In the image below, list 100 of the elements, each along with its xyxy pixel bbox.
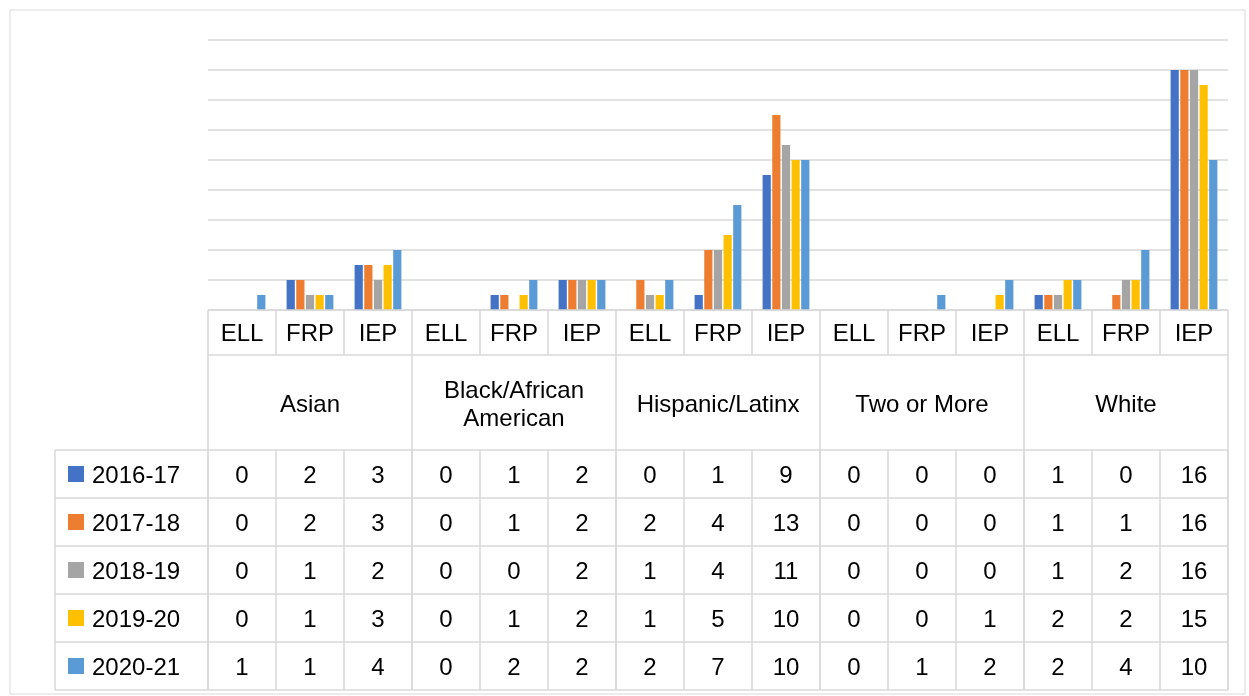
- x-tick-label: FRP: [898, 319, 946, 346]
- data-label: 1: [507, 460, 521, 488]
- data-label: 1: [507, 508, 521, 536]
- data-label: 0: [507, 556, 521, 584]
- data-label: 3: [371, 508, 385, 536]
- data-label: 0: [235, 460, 249, 488]
- data-label: 0: [439, 508, 453, 536]
- bar: [1141, 250, 1150, 310]
- data-label: 1: [1051, 508, 1065, 536]
- data-label: 0: [235, 604, 249, 632]
- data-label: 1: [235, 652, 249, 680]
- data-label: 4: [371, 652, 385, 680]
- data-label: 1: [643, 556, 657, 584]
- bar: [733, 205, 742, 310]
- bar: [296, 280, 305, 310]
- x-tick-label: FRP: [694, 319, 742, 346]
- data-label: 4: [1119, 652, 1133, 680]
- bar: [937, 295, 946, 310]
- data-label: 2: [1119, 556, 1133, 584]
- data-label: 2: [575, 556, 589, 584]
- data-label: 11: [773, 556, 799, 584]
- data-label: 10: [772, 652, 800, 680]
- bar: [1189, 70, 1199, 310]
- bar: [286, 280, 295, 310]
- data-label: 2: [575, 460, 589, 488]
- data-label: 0: [915, 604, 929, 632]
- bar: [558, 280, 567, 310]
- x-tick-label: ELL: [424, 319, 468, 346]
- legend-label: 2017-18: [92, 508, 181, 536]
- x-tick-label: FRP: [1102, 319, 1150, 346]
- bar: [791, 160, 800, 310]
- data-label: 16: [1180, 460, 1208, 488]
- data-label: 0: [235, 556, 249, 584]
- bar: [665, 280, 674, 310]
- data-label: 15: [1180, 604, 1208, 632]
- data-label: 2: [575, 604, 589, 632]
- data-label: 2: [983, 652, 997, 680]
- bar: [636, 280, 645, 310]
- data-label: 2: [1051, 652, 1065, 680]
- x-tick-label: IEP: [766, 319, 806, 346]
- bar: [577, 280, 587, 310]
- bar: [1073, 280, 1082, 310]
- data-label: 10: [772, 604, 800, 632]
- bar: [1063, 280, 1072, 310]
- data-label: 3: [371, 604, 385, 632]
- data-label: 1: [711, 460, 725, 488]
- data-label: 0: [847, 652, 861, 680]
- x-tick-label: FRP: [286, 319, 334, 346]
- x-tick-label: ELL: [1036, 319, 1080, 346]
- bar: [694, 295, 703, 310]
- bar: [1121, 280, 1131, 310]
- data-label: 1: [303, 604, 317, 632]
- bar: [597, 280, 606, 310]
- data-label: 2: [643, 508, 657, 536]
- bar: [1209, 160, 1218, 310]
- data-label: 1: [915, 652, 929, 680]
- data-label: 0: [915, 508, 929, 536]
- data-label: 16: [1180, 508, 1208, 536]
- text: Black/African American: [443, 375, 585, 430]
- data-label: 1: [1119, 508, 1133, 536]
- bar: [655, 295, 664, 310]
- data-label: 4: [711, 556, 725, 584]
- bar: [1112, 295, 1121, 310]
- x-tick-label: ELL: [628, 319, 672, 346]
- data-label: 0: [439, 652, 453, 680]
- bar: [762, 175, 771, 310]
- x-tick-label: IEP: [1174, 319, 1214, 346]
- bar: [568, 280, 577, 310]
- text: Two or More: [855, 389, 989, 416]
- data-label: 0: [439, 604, 453, 632]
- data-label: 0: [643, 460, 657, 488]
- bar: [393, 250, 402, 310]
- bar: [315, 295, 324, 310]
- bar: [1180, 70, 1189, 310]
- legend-label: 2019-20: [92, 604, 181, 632]
- bar: [1199, 85, 1208, 310]
- text: White: [1095, 389, 1157, 416]
- x-tick-label: IEP: [358, 319, 398, 346]
- data-label: 1: [507, 604, 521, 632]
- data-label: 2: [507, 652, 521, 680]
- data-label: 2: [371, 556, 385, 584]
- data-label: 10: [1180, 652, 1208, 680]
- bar: [257, 295, 266, 310]
- data-label: 9: [779, 460, 793, 488]
- data-label: 0: [439, 460, 453, 488]
- data-label: 0: [983, 460, 997, 488]
- bar: [704, 250, 713, 310]
- data-label: 0: [439, 556, 453, 584]
- data-label: 0: [915, 460, 929, 488]
- bar: [781, 145, 791, 310]
- data-label: 1: [983, 604, 997, 632]
- data-label: 0: [847, 508, 861, 536]
- data-label: 1: [643, 604, 657, 632]
- data-label: 0: [983, 556, 997, 584]
- bar: [645, 295, 655, 310]
- data-label: 4: [711, 508, 725, 536]
- bar: [587, 280, 596, 310]
- data-label: 5: [711, 604, 725, 632]
- legend-label: 2016-17: [92, 460, 181, 488]
- bar: [713, 250, 723, 310]
